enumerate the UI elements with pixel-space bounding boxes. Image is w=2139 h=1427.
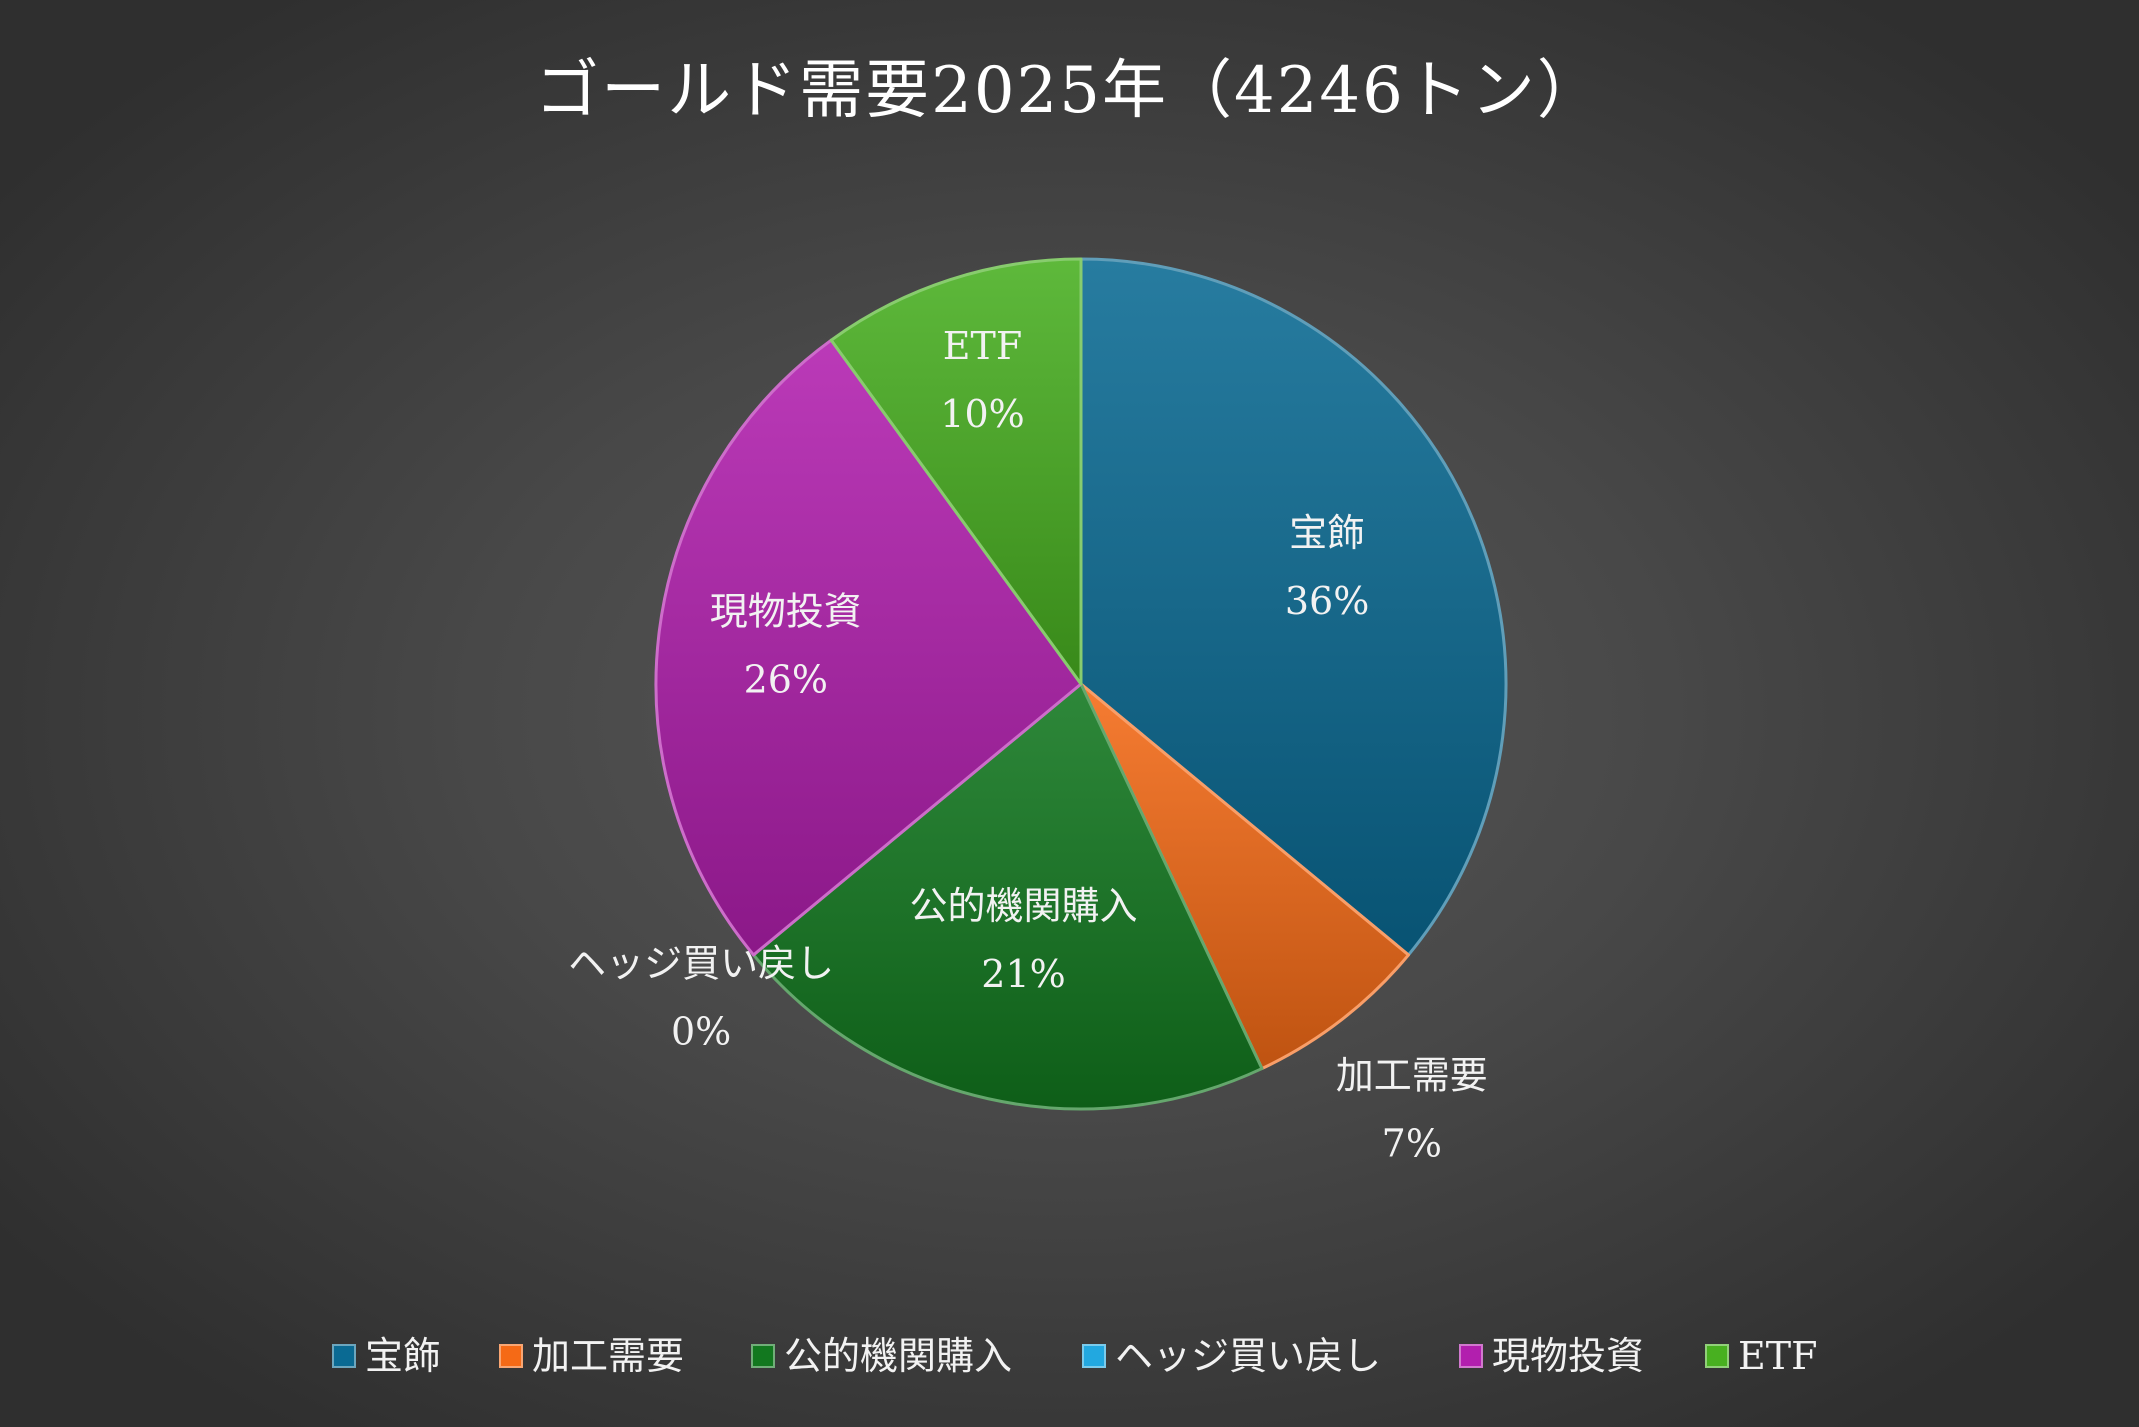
data-label-name-0: 宝飾	[1289, 511, 1365, 555]
data-label-name-5: ETF	[943, 324, 1022, 368]
slice-4	[654, 338, 1083, 957]
legend-label-5: ETF	[1738, 1334, 1817, 1378]
slice-0	[1079, 257, 1508, 957]
data-label-name-3: ヘッジ買い戻し	[568, 941, 834, 985]
legend-swatch-1	[499, 1344, 523, 1368]
data-label-name-4: 現物投資	[710, 590, 862, 634]
slice-5	[829, 257, 1083, 686]
slice-2	[752, 682, 1264, 1111]
data-label-name-1: 加工需要	[1336, 1054, 1488, 1098]
legend-label-1: 加工需要	[532, 1334, 684, 1378]
data-label-percent-3: 0%	[671, 1009, 731, 1053]
legend-swatch-4	[1459, 1344, 1483, 1368]
slice-1	[1079, 682, 1410, 1071]
data-labels: 宝飾 36% 加工需要 7% 公的機関購入 21% ヘッジ買い戻し 0% 現物投資 26% ETF 1…	[568, 324, 1488, 1166]
pie-slices	[654, 257, 1508, 1111]
legend-label-2: 公的機関購入	[784, 1334, 1012, 1378]
chart-title: ゴールド需要2025年（4246トン）	[535, 54, 1603, 128]
legend-swatch-2	[751, 1344, 775, 1368]
legend-swatch-3	[1082, 1344, 1106, 1368]
data-label-percent-1: 7%	[1382, 1122, 1442, 1166]
data-label-name-2: 公的機関購入	[909, 884, 1137, 928]
data-label-percent-5: 10%	[940, 392, 1024, 436]
legend-label-4: 現物投資	[1492, 1334, 1644, 1378]
legend-label-0: 宝飾	[365, 1334, 441, 1378]
data-label-percent-2: 21%	[981, 952, 1065, 996]
data-label-percent-4: 26%	[744, 658, 828, 702]
legend-swatch-0	[332, 1344, 356, 1368]
legend-swatch-5	[1705, 1344, 1729, 1368]
legend-label-3: ヘッジ買い戻し	[1115, 1334, 1381, 1378]
data-label-percent-0: 36%	[1285, 579, 1369, 623]
legend: 宝飾 加工需要 公的機関購入 ヘッジ買い戻し 現物投資 ETF	[332, 1334, 1817, 1378]
